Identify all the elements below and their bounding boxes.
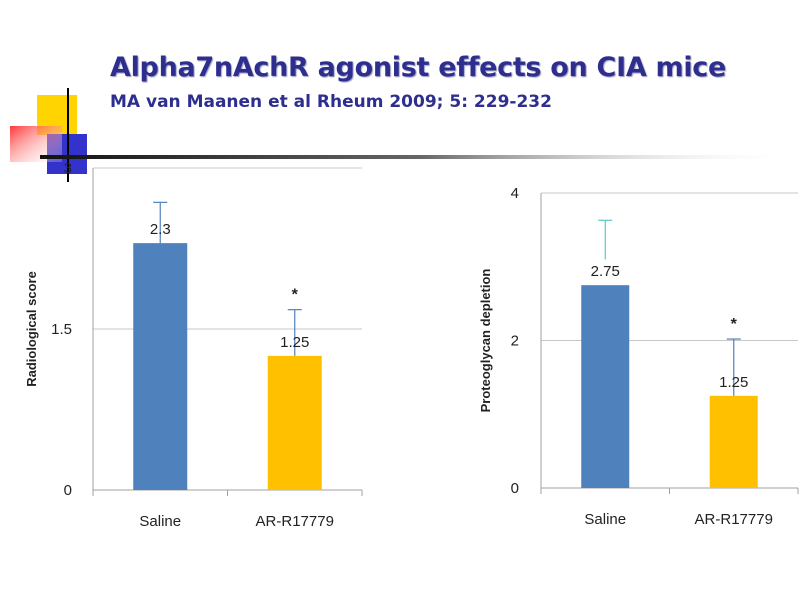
x-category-label: AR-R17779 [256, 513, 334, 530]
significance-marker: * [292, 287, 299, 304]
y-axis-label: Proteoglycan depletion [478, 269, 493, 413]
bar-ar-r17779 [267, 355, 322, 490]
x-category-label: Saline [584, 511, 626, 528]
y-tick-label: 1.5 [51, 321, 72, 338]
data-label: 2.3 [150, 221, 171, 238]
bar-ar-r17779 [709, 395, 758, 488]
slide-subtitle: MA van Maanen et al Rheum 2009; 5: 229-2… [110, 92, 552, 112]
y-tick-label: 3 [64, 160, 72, 177]
significance-marker: * [731, 316, 738, 333]
y-tick-label: 0 [64, 482, 72, 499]
bar-saline [581, 285, 630, 488]
y-tick-label: 0 [511, 480, 519, 497]
slide-title: Alpha7nAchR agonist effects on CIA mice [110, 52, 727, 83]
y-axis-label: Radiological score [24, 271, 39, 387]
x-category-label: AR-R17779 [695, 511, 773, 528]
x-category-label: Saline [139, 513, 181, 530]
data-label: 1.25 [280, 334, 309, 351]
y-tick-label: 4 [511, 185, 519, 202]
y-tick-label: 2 [511, 333, 519, 350]
title-underline [40, 155, 800, 159]
data-label: 2.75 [591, 263, 620, 280]
data-label: 1.25 [719, 374, 748, 391]
